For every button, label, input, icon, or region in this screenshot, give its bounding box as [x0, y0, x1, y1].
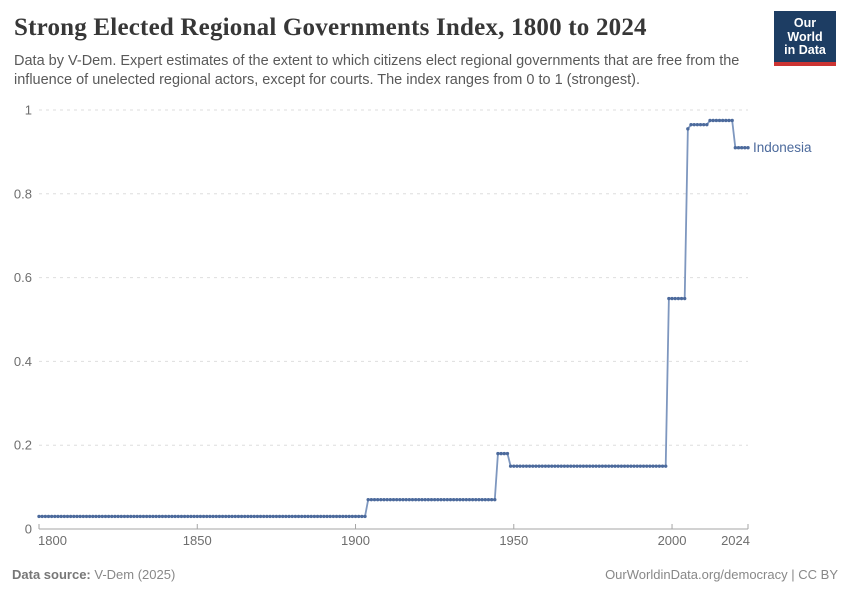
- y-axis-tick-label: 0.6: [14, 270, 32, 285]
- y-axis-tick-label: 0: [25, 522, 32, 537]
- owid-logo-line2: in Data: [784, 43, 826, 57]
- data-source-label: Data source:: [12, 567, 91, 582]
- x-axis-tick-label: 1850: [183, 533, 212, 548]
- data-point-markers: [37, 118, 750, 519]
- page-title: Strong Elected Regional Governments Inde…: [14, 14, 647, 41]
- chart-subtitle: Data by V-Dem. Expert estimates of the e…: [14, 53, 740, 88]
- y-axis-tick-label: 0.4: [14, 354, 32, 369]
- x-axis-tick-label: 1800: [38, 533, 67, 548]
- owid-logo[interactable]: Our World in Data: [774, 11, 836, 66]
- owid-logo-line1: Our World: [787, 16, 823, 44]
- entity-label[interactable]: Indonesia: [753, 140, 812, 155]
- footer-separator: |: [791, 567, 795, 582]
- data-source-value: V-Dem (2025): [94, 567, 176, 582]
- x-axis-tick-label: 1950: [499, 533, 528, 548]
- y-axis-tick-label: 0.2: [14, 438, 32, 453]
- chart-plot-area[interactable]: 0 0.2 0.4 0.6 0.8 1 1800 1850 1900 1950 2000 2024 In…: [0, 95, 850, 560]
- x-axis-tick-label: 1900: [341, 533, 370, 548]
- y-axis-tick-label: 1: [25, 103, 32, 118]
- license-label: CC BY: [798, 567, 838, 582]
- data-line[interactable]: [39, 119, 748, 518]
- owid-url-link[interactable]: OurWorldinData.org/democracy: [605, 567, 788, 582]
- x-axis-tick-label: 2024: [721, 533, 750, 548]
- x-axis-tick-label: 2000: [658, 533, 687, 548]
- chart-footer: Data source: V-Dem (2025) OurWorldinData…: [12, 567, 838, 582]
- data-source: Data source: V-Dem (2025): [12, 567, 175, 582]
- y-axis-tick-label: 0.8: [14, 186, 32, 201]
- line-chart-svg[interactable]: 0 0.2 0.4 0.6 0.8 1 1800 1850 1900 1950 2000 2024 In…: [0, 95, 850, 560]
- footer-right: OurWorldinData.org/democracy | CC BY: [605, 567, 838, 582]
